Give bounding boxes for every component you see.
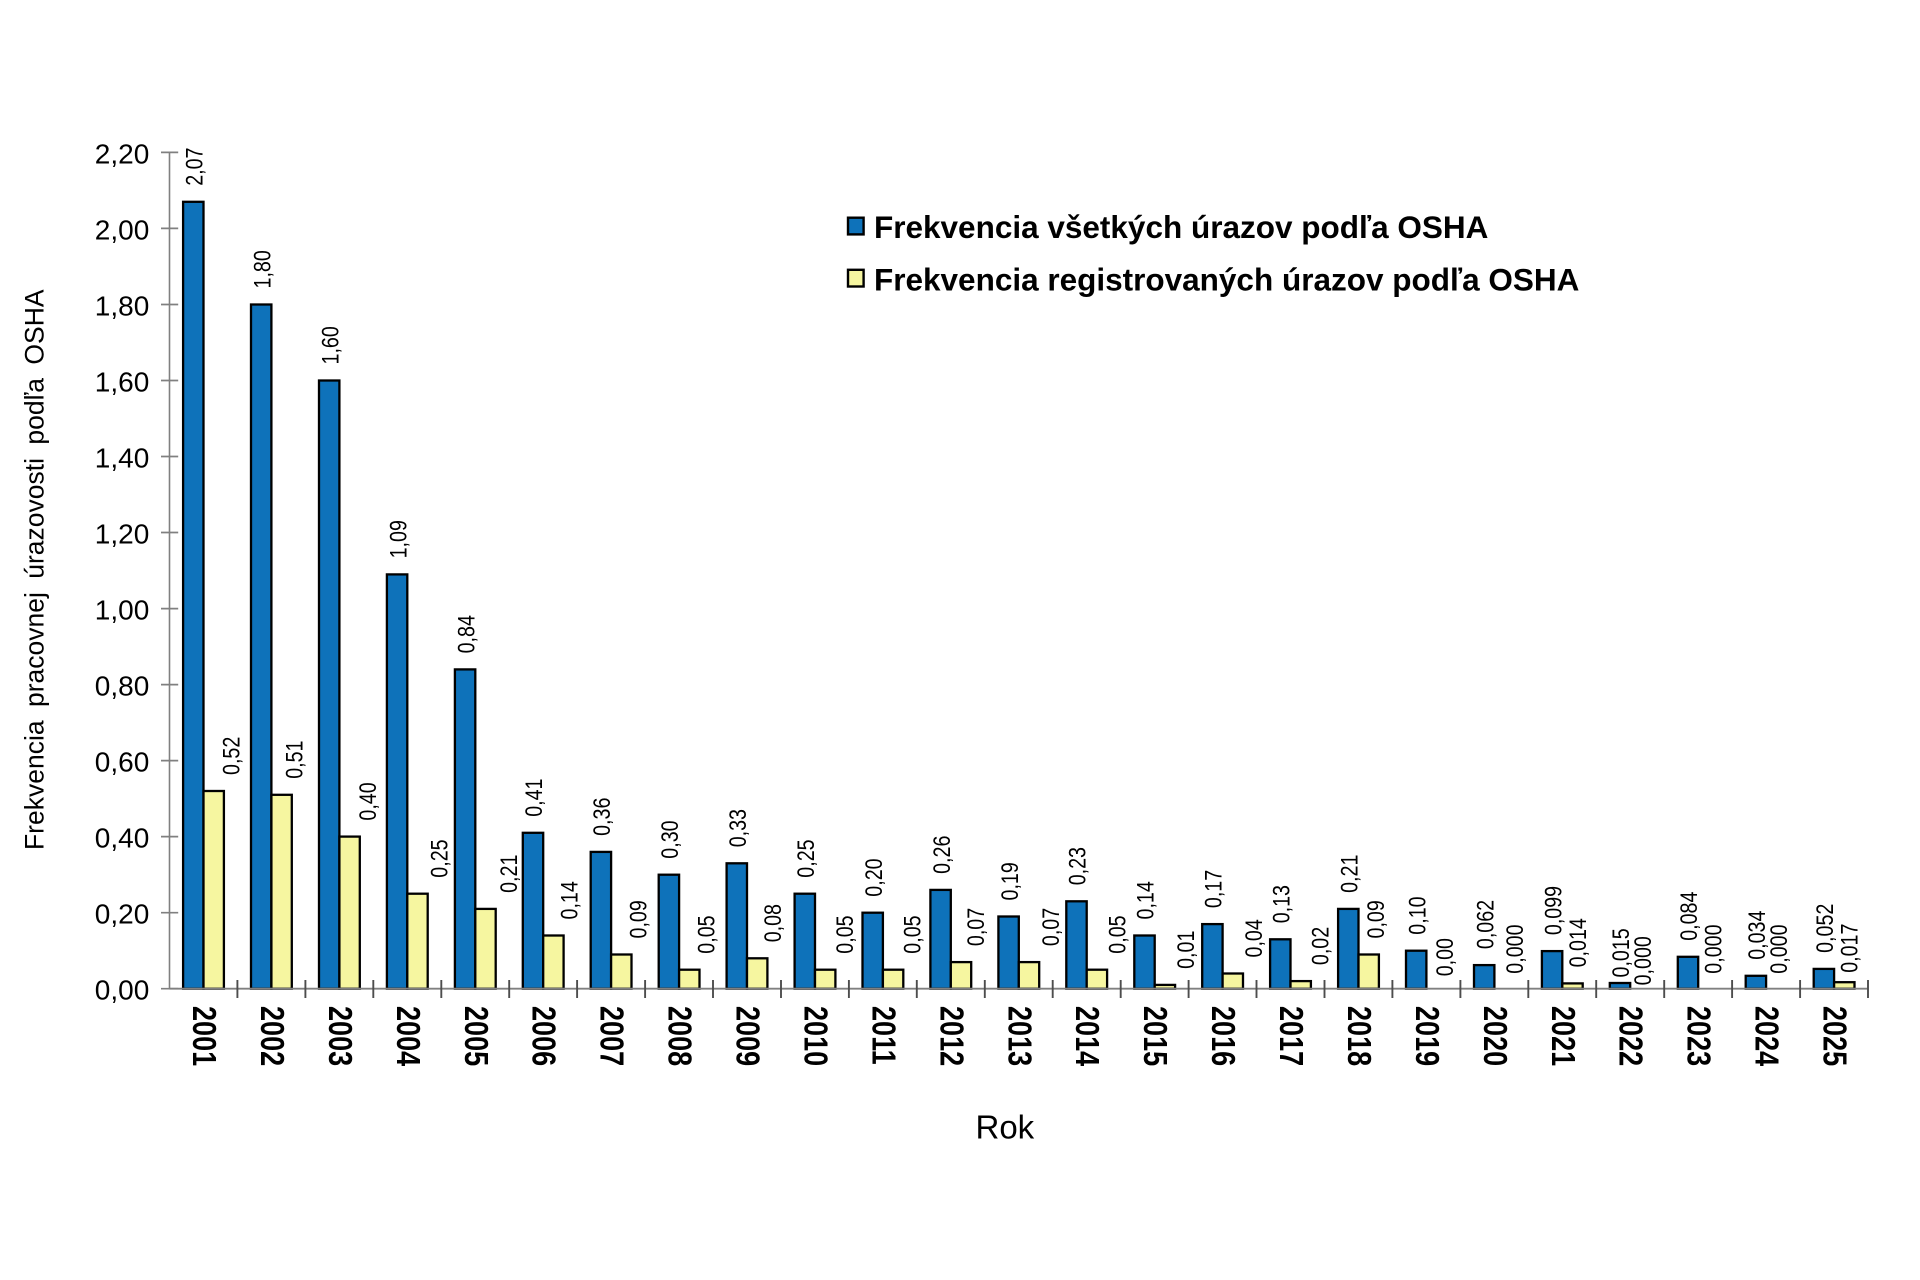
svg-text:0,08: 0,08 (759, 904, 786, 942)
svg-text:2002: 2002 (253, 1006, 289, 1066)
svg-text:2,07: 2,07 (181, 148, 208, 186)
svg-text:Rok: Rok (976, 1108, 1035, 1145)
svg-text:0,017: 0,017 (1835, 924, 1862, 973)
svg-text:2019: 2019 (1408, 1006, 1444, 1066)
svg-text:2008: 2008 (661, 1006, 697, 1066)
svg-text:0,80: 0,80 (95, 671, 150, 702)
svg-text:0,052: 0,052 (1811, 904, 1838, 953)
svg-text:0,04: 0,04 (1240, 919, 1267, 957)
svg-text:1,20: 1,20 (95, 519, 150, 550)
svg-text:0,062: 0,062 (1472, 900, 1499, 949)
svg-text:0,33: 0,33 (724, 809, 751, 847)
svg-text:2007: 2007 (593, 1006, 629, 1066)
svg-text:0,000: 0,000 (1629, 936, 1656, 985)
svg-text:0,40: 0,40 (95, 823, 150, 854)
svg-text:0,21: 0,21 (1336, 855, 1363, 893)
svg-text:0,30: 0,30 (656, 820, 683, 858)
svg-text:Frekvencia všetkých úrazov pod: Frekvencia všetkých úrazov podľa OSHA (874, 209, 1488, 245)
svg-text:2012: 2012 (933, 1006, 969, 1066)
svg-text:0,25: 0,25 (426, 839, 453, 877)
svg-text:1,09: 1,09 (384, 520, 411, 558)
svg-text:2024: 2024 (1748, 1006, 1784, 1066)
svg-text:0,60: 0,60 (95, 747, 150, 778)
svg-text:0,21: 0,21 (495, 855, 522, 893)
svg-text:0,13: 0,13 (1268, 885, 1295, 923)
svg-text:0,14: 0,14 (556, 881, 583, 919)
svg-text:0,14: 0,14 (1132, 881, 1159, 919)
svg-text:2010: 2010 (797, 1006, 833, 1066)
svg-text:2006: 2006 (525, 1006, 561, 1066)
svg-text:2020: 2020 (1476, 1006, 1512, 1066)
svg-text:0,02: 0,02 (1307, 927, 1334, 965)
svg-text:0,17: 0,17 (1200, 870, 1227, 908)
svg-text:2023: 2023 (1680, 1006, 1716, 1066)
svg-text:0,26: 0,26 (928, 836, 955, 874)
svg-text:0,07: 0,07 (1037, 908, 1064, 946)
svg-text:2014: 2014 (1069, 1006, 1105, 1066)
svg-text:2022: 2022 (1612, 1006, 1648, 1066)
svg-text:Frekvencia pracovnej úrazovost: Frekvencia pracovnej úrazovosti podľa OS… (19, 289, 49, 850)
svg-text:0,10: 0,10 (1404, 896, 1431, 934)
svg-text:0,000: 0,000 (1700, 924, 1727, 973)
svg-text:2015: 2015 (1137, 1006, 1173, 1066)
svg-text:0,000: 0,000 (1765, 924, 1792, 973)
svg-text:1,80: 1,80 (95, 291, 150, 322)
svg-text:2003: 2003 (321, 1006, 357, 1066)
svg-text:0,52: 0,52 (218, 737, 245, 775)
svg-text:2021: 2021 (1544, 1006, 1580, 1066)
svg-text:0,09: 0,09 (624, 900, 651, 938)
svg-text:0,05: 0,05 (693, 915, 720, 953)
svg-text:0,09: 0,09 (1362, 900, 1389, 938)
svg-text:2017: 2017 (1272, 1006, 1308, 1066)
svg-text:2004: 2004 (389, 1006, 425, 1066)
svg-text:1,00: 1,00 (95, 595, 150, 626)
svg-text:0,00: 0,00 (95, 975, 150, 1006)
svg-text:2005: 2005 (457, 1006, 493, 1066)
svg-text:0,099: 0,099 (1539, 886, 1566, 935)
svg-text:0,84: 0,84 (452, 615, 479, 653)
svg-text:0,05: 0,05 (831, 915, 858, 953)
svg-text:0,084: 0,084 (1675, 892, 1702, 941)
svg-text:2,00: 2,00 (95, 214, 150, 245)
svg-text:2018: 2018 (1340, 1006, 1376, 1066)
svg-text:0,20: 0,20 (95, 899, 150, 930)
svg-text:2,20: 2,20 (95, 138, 150, 169)
svg-text:2009: 2009 (729, 1006, 765, 1066)
svg-text:1,40: 1,40 (95, 443, 150, 474)
svg-text:1,80: 1,80 (249, 250, 276, 288)
svg-text:0,015: 0,015 (1607, 928, 1634, 977)
svg-text:0,07: 0,07 (962, 908, 989, 946)
svg-text:0,40: 0,40 (354, 782, 381, 820)
svg-text:0,51: 0,51 (281, 741, 308, 779)
svg-text:0,034: 0,034 (1743, 911, 1770, 960)
svg-text:1,60: 1,60 (95, 367, 150, 398)
svg-text:2011: 2011 (865, 1006, 901, 1065)
svg-text:0,25: 0,25 (792, 839, 819, 877)
svg-text:0,00: 0,00 (1431, 938, 1458, 976)
svg-text:0,20: 0,20 (860, 858, 887, 896)
svg-text:0,41: 0,41 (520, 779, 547, 817)
svg-text:0,05: 0,05 (1104, 915, 1131, 953)
svg-text:1,60: 1,60 (317, 326, 344, 364)
svg-text:0,05: 0,05 (899, 915, 926, 953)
svg-text:2016: 2016 (1204, 1006, 1240, 1066)
svg-text:0,01: 0,01 (1172, 931, 1199, 969)
svg-text:0,014: 0,014 (1564, 918, 1591, 967)
svg-text:0,36: 0,36 (588, 798, 615, 836)
svg-text:0,19: 0,19 (996, 862, 1023, 900)
svg-text:2013: 2013 (1001, 1006, 1037, 1066)
svg-text:0,000: 0,000 (1501, 924, 1528, 973)
svg-text:Frekvencia registrovaných úraz: Frekvencia registrovaných úrazov podľa O… (874, 261, 1579, 297)
svg-text:2025: 2025 (1816, 1006, 1852, 1066)
svg-text:0,23: 0,23 (1064, 847, 1091, 885)
svg-text:2001: 2001 (185, 1006, 221, 1066)
